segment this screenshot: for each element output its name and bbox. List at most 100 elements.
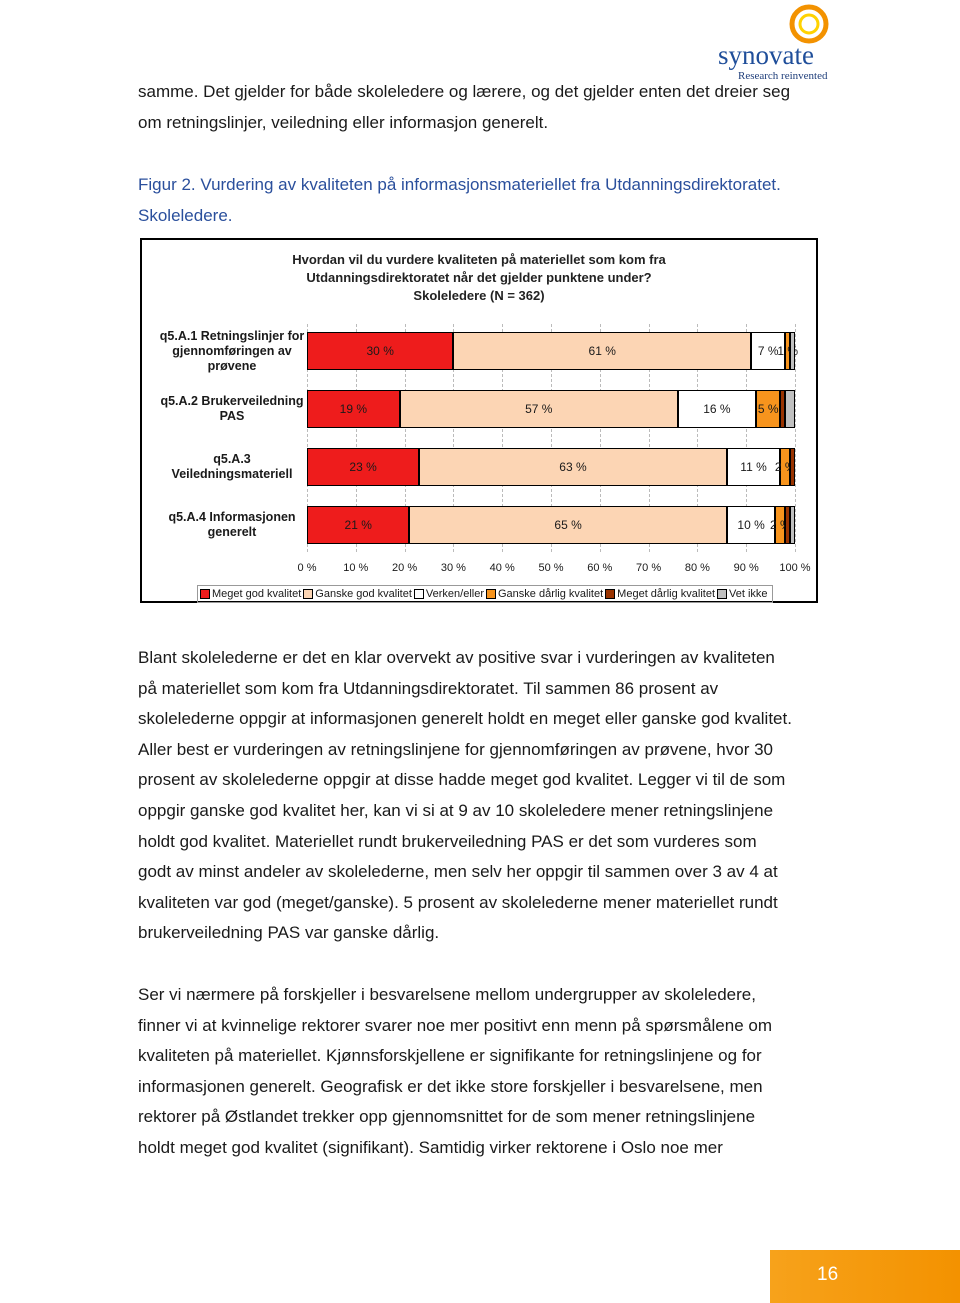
x-tick-label: 20 % bbox=[392, 562, 418, 574]
text-line: Aller best er vurderingen av retningslin… bbox=[138, 739, 774, 759]
x-tick-label: 10 % bbox=[343, 562, 369, 574]
data-label: 16 % bbox=[703, 402, 731, 416]
bar-segment bbox=[677, 390, 756, 428]
text-line: Ser vi nærmere på forskjeller i besvarel… bbox=[138, 985, 756, 1004]
text-line: informasjonen generelt. Geografisk er de… bbox=[138, 1076, 763, 1096]
legend-label: Ganske god kvalitet bbox=[315, 588, 412, 600]
bar-segment bbox=[790, 506, 795, 544]
footer-band: 16 bbox=[770, 1250, 960, 1303]
legend-swatch bbox=[486, 589, 496, 599]
bar-segment bbox=[726, 448, 781, 486]
grid-line bbox=[551, 324, 552, 552]
data-label: 19 % bbox=[339, 402, 368, 416]
legend-item: Meget dårlig kvalitet bbox=[605, 588, 715, 600]
bar-segment bbox=[785, 390, 795, 428]
text-line: brukerveiledning PAS var ganske dårlig. bbox=[138, 923, 440, 943]
legend-swatch bbox=[413, 589, 424, 599]
x-tick-label: 60 % bbox=[587, 562, 613, 574]
legend-swatch bbox=[717, 589, 727, 599]
grid-line bbox=[746, 324, 748, 552]
legend-item: Meget god kvalitet bbox=[200, 588, 301, 600]
chart-title: Utdanningsdirektoratet når det gjelder p… bbox=[306, 270, 652, 285]
grid-line bbox=[307, 324, 308, 552]
legend: Meget god kvalitet Ganske god kvalitet Ver… bbox=[197, 585, 773, 603]
text-line: på materiellet som kom fra Utdanningsdir… bbox=[138, 678, 719, 698]
legend-swatch bbox=[200, 589, 210, 599]
data-label: 11 % bbox=[740, 460, 767, 474]
data-label: 63 % bbox=[559, 460, 587, 474]
text-line: kvaliteten var god (meget/ganske). 5 pro… bbox=[138, 892, 778, 912]
legend-label: Meget dårlig kvalitet bbox=[617, 588, 715, 600]
bar-segment bbox=[755, 390, 781, 428]
chart: Hvordan vil du vurdere kvaliteten på mat… bbox=[140, 238, 818, 603]
legend-swatch bbox=[303, 589, 314, 599]
text-line: Figur 2. Vurdering av kvaliteten på info… bbox=[138, 175, 781, 194]
logo-name: synovate bbox=[718, 40, 814, 70]
bar-segment bbox=[785, 332, 791, 370]
bar-segment bbox=[307, 390, 400, 428]
data-label: 65 % bbox=[554, 518, 582, 532]
data-label: 23 % bbox=[349, 460, 377, 474]
logo-ring bbox=[789, 4, 829, 44]
paragraph: Blant skolelederne er det en klar overve… bbox=[138, 643, 792, 949]
grid-line bbox=[453, 324, 455, 552]
text-line: holdt god kvalitet. Materiellet rundt br… bbox=[138, 831, 757, 851]
grid-line bbox=[795, 324, 796, 552]
text-line: Skoleledere. bbox=[138, 205, 233, 225]
bar-segment bbox=[751, 332, 786, 370]
grid-line bbox=[355, 324, 357, 552]
x-tick-label: 80 % bbox=[684, 562, 710, 574]
bar-segment bbox=[726, 506, 776, 544]
x-tick-label: 30 % bbox=[440, 562, 466, 574]
bar-segment bbox=[307, 332, 454, 370]
legend-label: Vet ikke bbox=[729, 588, 768, 600]
category-label: q5.A.2 Brukerveiledning PAS bbox=[160, 394, 304, 423]
x-tick-label: 100 % bbox=[779, 562, 811, 574]
legend-label: Verken/eller bbox=[425, 588, 484, 600]
chart-title: Hvordan vil du vurdere kvaliteten på mat… bbox=[292, 252, 666, 267]
grid-line bbox=[502, 324, 504, 552]
bar-segment bbox=[790, 332, 795, 370]
bar-segment bbox=[453, 332, 752, 370]
bar-segment bbox=[307, 506, 410, 544]
text-line: rektorer på Østlandet trekker opp gjenno… bbox=[138, 1107, 756, 1127]
logo-tagline: Research reinvented bbox=[738, 70, 828, 82]
text-line: prosent av skolelederne oppgir at disse … bbox=[138, 770, 786, 790]
text-line: skolelederne oppgir at informasjonen gen… bbox=[138, 709, 792, 729]
bar-segment bbox=[419, 448, 727, 486]
category-label: q5.A.4 Informasjonen generelt bbox=[168, 510, 296, 539]
x-tick-label: 70 % bbox=[636, 562, 662, 574]
paragraph: Ser vi nærmere på forskjeller i besvarel… bbox=[138, 980, 772, 1164]
text-line: oppgir ganske god kvalitet her, kan vi s… bbox=[138, 800, 774, 820]
bar-segment bbox=[409, 506, 727, 544]
text-line: kvaliteten på materiellet. Kjønnsforskje… bbox=[138, 1046, 762, 1066]
bar-segment bbox=[307, 448, 420, 486]
text-line: finner vi at kvinnelige rektorer svarer … bbox=[138, 1015, 773, 1035]
data-label: 57 % bbox=[525, 402, 553, 416]
x-tick-label: 0 % bbox=[297, 562, 317, 574]
logo-ring-inner bbox=[798, 13, 820, 35]
grid-line bbox=[599, 324, 601, 552]
legend-label: Ganske dårlig kvalitet bbox=[498, 588, 604, 600]
x-tick-label: 50 % bbox=[538, 562, 564, 574]
data-label: 7 % bbox=[757, 344, 779, 358]
data-label: 30 % bbox=[366, 344, 394, 358]
figure-caption: Figur 2. Vurdering av kvaliteten på info… bbox=[138, 170, 781, 231]
text-line: godt av minst andeler av skolelederne, m… bbox=[138, 862, 778, 882]
grid-line bbox=[404, 324, 406, 552]
grid-line bbox=[697, 324, 699, 552]
category-label: q5.A.3 Veiledningsmateriell bbox=[171, 452, 293, 481]
legend-item: Vet ikke bbox=[717, 588, 768, 600]
grid-line bbox=[648, 324, 650, 552]
bar-segment bbox=[775, 506, 786, 544]
data-label: 21 % bbox=[344, 518, 372, 532]
bar-segment bbox=[399, 390, 678, 428]
category-label: q5.A.1 Retningslinjer for gjennomføringe… bbox=[159, 328, 305, 373]
text-line: om retningslinjer, veiledning eller info… bbox=[138, 112, 549, 132]
legend-swatch bbox=[605, 589, 616, 599]
bar-segment bbox=[785, 506, 791, 544]
data-label: 5 % bbox=[757, 402, 779, 416]
text-line: samme. Det gjelder for både skoleledere … bbox=[138, 82, 791, 101]
legend-label: Meget god kvalitet bbox=[212, 588, 302, 600]
data-label: 10 % bbox=[737, 518, 765, 532]
